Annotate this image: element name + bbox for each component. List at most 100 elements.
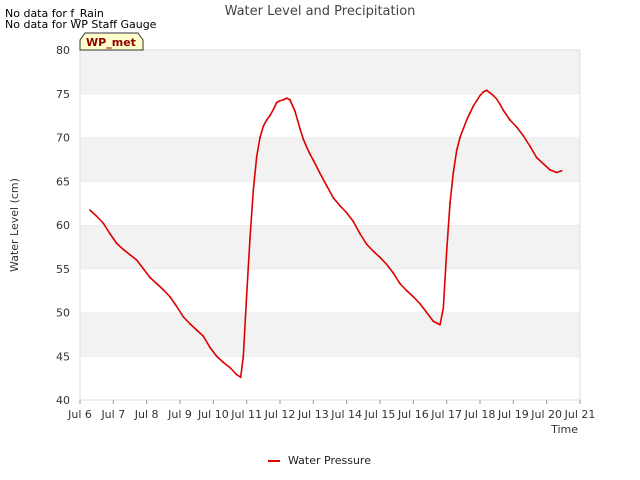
data-point [135,259,138,261]
x-tick-label: Jul 9 [167,408,192,421]
x-tick-label: Jul 14 [330,408,362,421]
data-point [162,288,165,291]
x-tick-label: Jul 10 [197,408,229,421]
data-point [352,220,355,223]
data-point [249,237,251,240]
data-point [222,361,225,364]
data-point [279,99,281,102]
data-point [452,171,455,174]
data-point [312,159,315,162]
no-data-note-staff-gauge: No data for WP Staff Gauge [5,18,157,31]
x-tick-label: Jul 8 [134,408,159,421]
series-points [89,89,563,379]
data-point [405,289,408,292]
data-point [149,276,151,279]
data-point [95,215,98,218]
y-axis: 40 45 50 55 60 65 70 75 80 [56,44,70,407]
data-point [485,89,488,92]
plot-area [79,49,581,401]
grid-bands [80,49,580,400]
x-tick-label: Jul 12 [264,408,296,421]
x-tick-label: Jul 16 [397,408,429,421]
data-point [345,211,348,214]
badge-shape [79,32,144,51]
grid-band [80,137,580,182]
data-point [560,169,563,172]
data-point [449,202,451,205]
x-axis: Jul 6 Jul 7 Jul 8 Jul 9 Jul 10 Jul 11 Jul 12 Ju… [67,400,595,421]
data-point [332,196,335,199]
data-point [89,209,91,212]
data-point [202,335,205,338]
grid-band [80,93,580,138]
data-point [272,108,275,111]
data-point [259,136,261,139]
data-point [245,294,248,296]
data-point [235,373,238,376]
data-point [189,322,191,325]
x-tick-label: Jul 20 [530,408,562,421]
data-point [169,295,171,298]
x-tick-label: Jul 6 [67,408,92,421]
data-point [289,98,291,101]
y-tick-label: 60 [56,219,70,232]
data-point [442,307,445,310]
data-point [252,189,255,191]
data-point [489,91,491,94]
data-point [359,232,361,235]
data-point [175,305,178,308]
data-point [475,99,478,102]
data-point [412,295,415,298]
y-tick-label: 75 [56,88,70,101]
data-point [129,253,131,256]
data-point [529,145,531,148]
data-point [262,125,265,128]
y-axis-title: Water Level (cm) [8,178,21,272]
data-point [299,127,301,130]
data-point [469,112,471,114]
data-point [432,320,435,323]
x-tick-label: Jul 19 [497,408,529,421]
data-point [542,162,545,165]
x-tick-label: Jul 15 [364,408,396,421]
data-point [325,184,328,187]
data-point [102,222,105,225]
y-tick-label: 50 [56,307,70,320]
grid-band [80,50,580,94]
data-point [209,346,211,349]
data-point [269,114,271,117]
chart-title: Water Level and Precipitation [225,4,416,19]
data-point [275,101,278,104]
data-point [522,134,525,137]
x-tick-label: Jul 17 [430,408,462,421]
grid-band [80,268,580,313]
data-point [399,282,401,285]
x-tick-label: Jul 13 [297,408,329,421]
data-point [472,105,475,107]
x-tick-label: Jul 21 [564,408,596,421]
y-tick-label: 70 [56,132,70,145]
grid-band [80,312,580,357]
y-tick-label: 40 [56,394,70,407]
data-point [495,98,498,100]
data-point [339,204,341,207]
data-point [459,136,461,139]
data-point [445,250,448,253]
data-point [182,315,185,318]
y-tick-label: 45 [56,350,70,363]
data-point [195,329,198,331]
data-point [479,94,481,97]
data-point [439,323,441,326]
x-tick-label: Jul 11 [230,408,262,421]
data-point [142,267,145,270]
badge-label: WP_met [86,36,136,49]
data-point [265,119,268,121]
legend-label-water-pressure: Water Pressure [288,454,371,467]
data-point [515,126,518,128]
data-point [425,311,428,314]
data-point [385,263,388,266]
data-point [365,243,368,246]
wp-met-badge: WP_met [79,32,144,51]
data-point [215,355,218,358]
